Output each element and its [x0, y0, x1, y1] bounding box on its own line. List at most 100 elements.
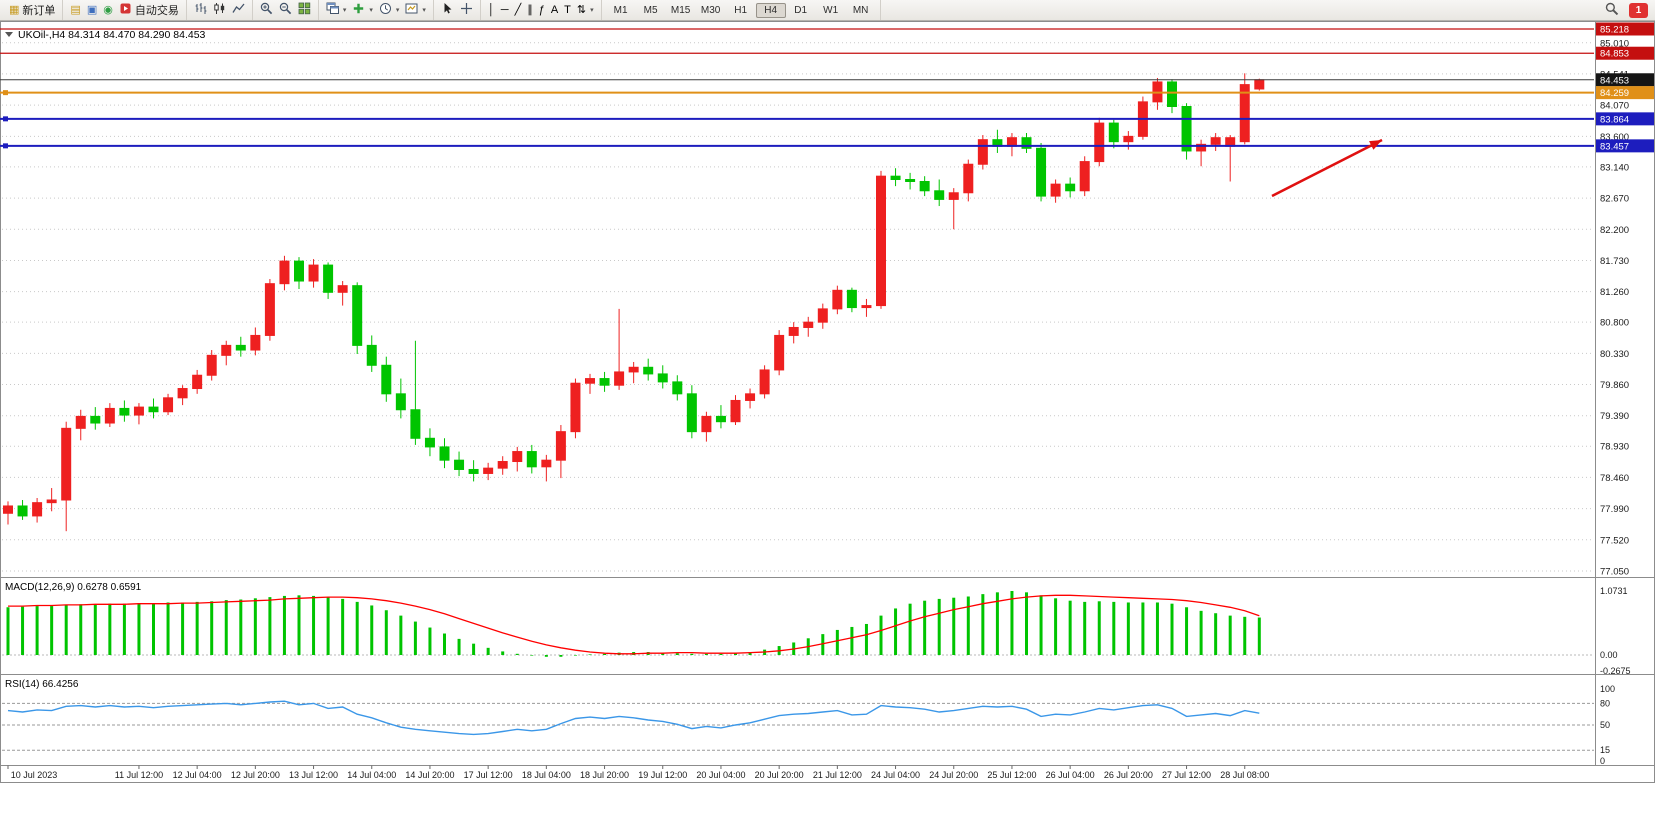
- price-tag-85218: [1596, 22, 1654, 36]
- text-label-icon: T: [564, 3, 571, 16]
- cursor-group: [434, 0, 481, 20]
- timeframe-button-m15[interactable]: M15: [670, 4, 691, 16]
- timeframe-button-m1[interactable]: M1: [613, 4, 628, 16]
- macd-panel: 1.0731 0.00 -0.2675 MACD(12,26,9) 0.6278 0.…: [2, 582, 1631, 676]
- svg-text:17 Jul 12:00: 17 Jul 12:00: [464, 770, 513, 780]
- svg-text:79.860: 79.860: [1600, 380, 1629, 391]
- svg-text:15: 15: [1600, 745, 1610, 755]
- rsi-panel: 100 80 50 150 RSI(14) 66.4256: [2, 679, 1615, 766]
- svg-text:27 Jul 12:00: 27 Jul 12:00: [1162, 770, 1211, 780]
- cascade-windows-button[interactable]: ▾: [323, 2, 350, 19]
- svg-text:24 Jul 04:00: 24 Jul 04:00: [871, 770, 920, 780]
- tile-windows-button[interactable]: [295, 2, 314, 19]
- svg-text:50: 50: [1600, 720, 1610, 730]
- support-line-83457-handle[interactable]: [3, 143, 8, 149]
- time-axis[interactable]: 10 Jul 2023 11 Jul 12:00 12 Jul 04:00 12 Ju…: [7, 765, 1269, 781]
- horizontal-line-button[interactable]: ─: [498, 2, 512, 19]
- new-order-icon: ▦: [9, 3, 20, 16]
- svg-text:83.864: 83.864: [1600, 114, 1629, 125]
- trend-arrow-annotation[interactable]: [1271, 138, 1383, 198]
- zoom-out-button[interactable]: [276, 2, 295, 19]
- support-line-83864-handle[interactable]: [3, 116, 8, 122]
- price-grid: [2, 42, 1594, 572]
- zoom-in-icon: [260, 2, 273, 18]
- svg-text:84.453: 84.453: [1600, 75, 1629, 86]
- candlestick-chart-button[interactable]: [210, 2, 229, 19]
- arrows-button[interactable]: ⇅ ▾: [574, 2, 597, 19]
- indicators-button[interactable]: ▾: [349, 2, 376, 19]
- svg-text:84.070: 84.070: [1600, 101, 1629, 112]
- trendline-icon: ╱: [514, 3, 522, 16]
- macd-label: MACD(12,26,9) 0.6278 0.6591: [5, 582, 142, 593]
- svg-text:77.520: 77.520: [1600, 535, 1629, 546]
- price-axis[interactable]: 85.01084.54184.07083.60083.14082.67082.2…: [1596, 22, 1654, 578]
- history-button[interactable]: ▤: [67, 2, 83, 19]
- svg-text:81.730: 81.730: [1600, 256, 1629, 267]
- chart-region[interactable]: 1.0731 0.00 -0.2675 MACD(12,26,9) 0.6278 0.…: [0, 21, 1655, 831]
- svg-text:21 Jul 12:00: 21 Jul 12:00: [813, 770, 862, 780]
- channel-button[interactable]: ∥: [524, 2, 536, 19]
- cursor-button[interactable]: [438, 2, 457, 19]
- order-group: ▦ 新订单: [2, 0, 64, 20]
- timeframe-button-w1[interactable]: W1: [823, 4, 839, 16]
- alerts-icon: ◉: [103, 3, 113, 16]
- price-tag-84853: [1596, 46, 1654, 60]
- svg-text:19 Jul 12:00: 19 Jul 12:00: [638, 770, 687, 780]
- bar-chart-icon: [194, 2, 207, 18]
- new-order-button[interactable]: ▦ 新订单: [6, 2, 58, 19]
- timeframe-button-mn[interactable]: MN: [852, 4, 869, 16]
- svg-text:84.259: 84.259: [1600, 88, 1629, 99]
- chevron-down-icon: ▾: [422, 7, 426, 14]
- symbol-period-title: UKOil-,H4 84.314 84.470 84.290 84.453: [18, 29, 206, 41]
- periods-button[interactable]: ▾: [376, 2, 403, 19]
- vertical-line-icon: │: [487, 3, 495, 16]
- svg-text:83.457: 83.457: [1600, 141, 1629, 152]
- window-tools-group: ▾ ▾ ▾ ▾: [319, 0, 434, 20]
- svg-text:83.600: 83.600: [1600, 132, 1629, 143]
- timeframe-button-h4[interactable]: H4: [755, 2, 786, 18]
- macd-signal-line: [8, 594, 1260, 655]
- arrows-icon: ⇅: [576, 3, 587, 16]
- workspace-group: ▤ ▣ ◉ 自动交易: [63, 0, 187, 20]
- text-label-button[interactable]: T: [561, 2, 574, 19]
- auto-trading-button[interactable]: 自动交易: [116, 2, 182, 19]
- bar-chart-button[interactable]: [191, 2, 210, 19]
- svg-text:82.200: 82.200: [1600, 225, 1629, 236]
- panel-frames: [0, 21, 1655, 766]
- vertical-line-button[interactable]: │: [485, 2, 498, 19]
- price-tag-84453: [1596, 73, 1654, 87]
- cascade-windows-icon: [326, 2, 339, 18]
- svg-text:12 Jul 20:00: 12 Jul 20:00: [231, 770, 280, 780]
- chart-canvas[interactable]: 1.0731 0.00 -0.2675 MACD(12,26,9) 0.6278 0.…: [0, 21, 1655, 831]
- svg-text:82.670: 82.670: [1600, 194, 1629, 205]
- svg-text:13 Jul 12:00: 13 Jul 12:00: [289, 770, 338, 780]
- timeframe-button-m30[interactable]: M30: [700, 4, 721, 16]
- templates-icon: [405, 2, 418, 18]
- svg-text:12 Jul 04:00: 12 Jul 04:00: [173, 770, 222, 780]
- one-click-trading-toggle[interactable]: [5, 32, 13, 37]
- svg-text:77.050: 77.050: [1600, 567, 1629, 578]
- svg-text:26 Jul 04:00: 26 Jul 04:00: [1046, 770, 1095, 780]
- svg-text:78.460: 78.460: [1600, 473, 1629, 484]
- timeframe-button-m5[interactable]: M5: [643, 4, 658, 16]
- charts-window-button[interactable]: ▣: [84, 2, 100, 19]
- text-button[interactable]: A: [548, 2, 561, 19]
- fibonacci-button[interactable]: ƒ: [536, 2, 548, 19]
- notification-badge[interactable]: 1: [1629, 2, 1648, 18]
- svg-text:20 Jul 04:00: 20 Jul 04:00: [696, 770, 745, 780]
- timeframe-button-h1[interactable]: H1: [734, 4, 748, 16]
- fibonacci-icon: ƒ: [538, 3, 545, 16]
- crosshair-button[interactable]: [457, 2, 476, 19]
- timeframe-button-d1[interactable]: D1: [794, 4, 808, 16]
- alerts-button[interactable]: ◉: [100, 2, 116, 19]
- zoom-in-button[interactable]: [257, 2, 276, 19]
- templates-button[interactable]: ▾: [402, 2, 429, 19]
- level-lines: [0, 28, 1594, 149]
- chevron-down-icon: ▾: [590, 7, 594, 14]
- search-button[interactable]: [1602, 2, 1622, 19]
- new-order-button-label: 新订单: [22, 5, 56, 17]
- svg-text:84.853: 84.853: [1600, 49, 1629, 60]
- trendline-button[interactable]: ╱: [512, 2, 525, 19]
- line-chart-button[interactable]: [229, 2, 248, 19]
- resistance-line-84259-handle[interactable]: [3, 90, 8, 96]
